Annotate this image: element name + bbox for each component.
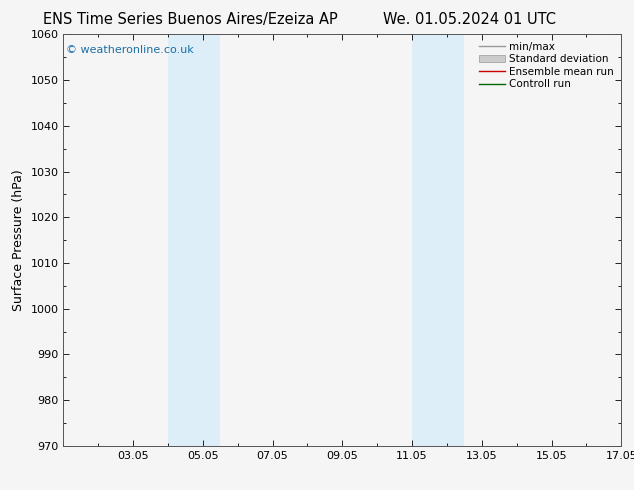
- Legend: min/max, Standard deviation, Ensemble mean run, Controll run: min/max, Standard deviation, Ensemble me…: [477, 40, 616, 92]
- Text: ENS Time Series Buenos Aires/Ezeiza AP: ENS Time Series Buenos Aires/Ezeiza AP: [43, 12, 337, 27]
- Text: © weatheronline.co.uk: © weatheronline.co.uk: [66, 45, 194, 54]
- Bar: [168, 34, 221, 446]
- Text: We. 01.05.2024 01 UTC: We. 01.05.2024 01 UTC: [383, 12, 555, 27]
- Y-axis label: Surface Pressure (hPa): Surface Pressure (hPa): [12, 169, 25, 311]
- Bar: [412, 34, 464, 446]
